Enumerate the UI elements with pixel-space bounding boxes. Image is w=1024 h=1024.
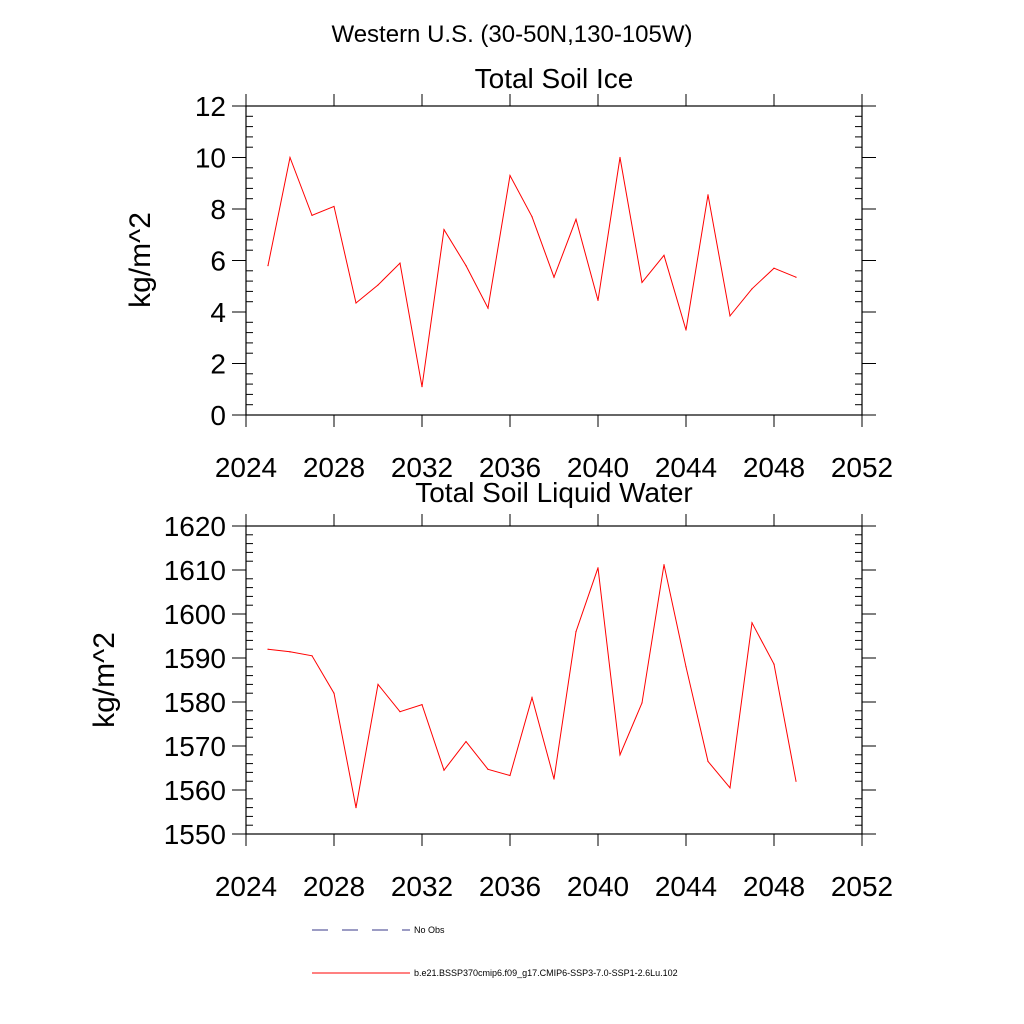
x-tick-label: 2024: [215, 452, 277, 483]
data-point: [773, 267, 775, 269]
chart-panel-soil-ice: Total Soil Ice kg/m^2 2024 2028 2032 2036 20…: [124, 63, 893, 483]
y-tick-label: 1550: [164, 819, 226, 850]
data-point: [487, 768, 489, 770]
y-tick-label: 1620: [164, 511, 226, 542]
y-axis-label: kg/m^2: [124, 212, 157, 308]
data-point: [553, 778, 555, 780]
data-point: [751, 288, 753, 290]
x-tick-label: 2052: [831, 452, 893, 483]
data-point: [509, 174, 511, 177]
data-point: [685, 329, 687, 331]
data-point: [267, 648, 269, 650]
y-tick-label: 2: [210, 349, 226, 380]
y-tick-label: 1590: [164, 643, 226, 674]
data-point: [531, 216, 533, 218]
chart-title: Total Soil Liquid Water: [415, 477, 693, 508]
y-tick-label: 1570: [164, 731, 226, 762]
data-point: [465, 741, 467, 743]
data-point: [619, 754, 621, 756]
data-point: [685, 666, 687, 668]
data-point: [619, 156, 621, 159]
data-point: [663, 254, 665, 256]
x-tick-label: 2044: [655, 452, 717, 483]
data-point: [465, 265, 467, 267]
legend: No Obs b.e21.BSSP370cmip6.f09_g17.CMIP6-…: [312, 925, 678, 978]
x-tick-label: 2044: [655, 871, 717, 902]
plot-frame: [245, 525, 863, 835]
data-point: [597, 567, 599, 569]
y-tick-label: 8: [210, 194, 226, 225]
x-tick-label: 2036: [479, 452, 541, 483]
data-point: [399, 262, 401, 264]
data-point: [729, 787, 731, 789]
chart-panel-soil-liquid-water: Total Soil Liquid Water kg/m^2 2024 2028 2…: [88, 477, 893, 902]
data-point: [487, 307, 489, 309]
data-point: [289, 651, 291, 653]
x-tick-label: 2052: [831, 871, 893, 902]
data-point: [377, 284, 379, 286]
series-line: [267, 564, 797, 808]
x-tick-label: 2032: [391, 452, 453, 483]
figure-title: Western U.S. (30-50N,130-105W): [331, 21, 692, 48]
plot-frame: [245, 105, 863, 416]
data-point: [399, 711, 401, 713]
data-point: [311, 655, 313, 657]
data-point: [663, 564, 665, 566]
y-tick-label: 12: [195, 91, 226, 122]
data-point: [355, 807, 357, 809]
x-tick-label: 2024: [215, 871, 277, 902]
data-point: [509, 774, 511, 777]
y-tick-label: 1600: [164, 599, 226, 630]
data-point: [421, 386, 423, 388]
x-tick-label: 2048: [743, 871, 805, 902]
data-point: [553, 276, 555, 278]
data-point: [795, 276, 797, 278]
data-point: [311, 214, 313, 217]
legend-label-no-obs: No Obs: [414, 925, 445, 935]
data-point: [729, 315, 731, 317]
data-point: [333, 205, 335, 208]
y-axis-label: kg/m^2: [88, 632, 121, 728]
y-tick-label: 1610: [164, 555, 226, 586]
data-point: [333, 692, 335, 694]
y-tick-label: 0: [210, 400, 226, 431]
chart-title: Total Soil Ice: [475, 63, 634, 94]
y-tick-label: 10: [195, 143, 226, 174]
data-point: [707, 760, 709, 763]
data-point: [443, 769, 445, 771]
data-point: [267, 265, 269, 267]
y-tick-label: 6: [210, 246, 226, 277]
data-point: [641, 702, 643, 704]
x-tick-label: 2040: [567, 452, 629, 483]
x-tick-label: 2028: [303, 452, 365, 483]
data-point: [641, 281, 643, 283]
data-point: [795, 780, 797, 782]
y-tick-label: 1560: [164, 775, 226, 806]
x-tick-label: 2048: [743, 452, 805, 483]
x-tick-label: 2032: [391, 871, 453, 902]
legend-label-model-run: b.e21.BSSP370cmip6.f09_g17.CMIP6-SSP3-7.…: [414, 968, 678, 978]
data-point: [289, 156, 291, 159]
data-point: [597, 299, 599, 302]
x-tick-label: 2040: [567, 871, 629, 902]
data-point: [575, 218, 577, 220]
data-point: [751, 622, 753, 624]
data-point: [575, 631, 577, 633]
data-point: [707, 194, 709, 196]
series-line: [267, 155, 797, 387]
x-tick-label: 2036: [479, 871, 541, 902]
y-tick-label: 4: [210, 297, 226, 328]
data-point: [773, 663, 775, 665]
data-point: [443, 229, 445, 231]
data-point: [421, 704, 423, 706]
data-point: [355, 302, 357, 304]
y-tick-label: 1580: [164, 687, 226, 718]
x-tick-label: 2028: [303, 871, 365, 902]
data-point: [377, 683, 379, 686]
data-point: [531, 697, 533, 699]
